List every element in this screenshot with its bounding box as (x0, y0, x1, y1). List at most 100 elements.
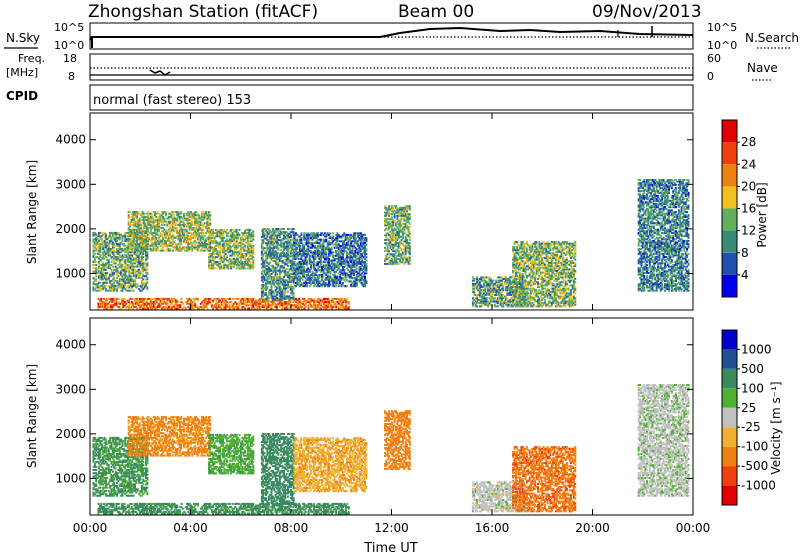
heatmap-cell (173, 214, 175, 216)
heatmap-cell (287, 291, 289, 293)
heatmap-cell (276, 273, 278, 275)
heatmap-cell (95, 278, 97, 280)
heatmap-cell (342, 282, 344, 284)
heatmap-cell (265, 292, 267, 294)
heatmap-cell (239, 308, 241, 310)
heatmap-cell (293, 231, 295, 233)
heatmap-cell (112, 266, 114, 268)
heatmap-cell (268, 297, 270, 299)
heatmap-cell (236, 229, 238, 231)
heatmap-cell (232, 298, 234, 300)
heatmap-cell (146, 287, 148, 289)
heatmap-cell (115, 285, 117, 287)
heatmap-cell (329, 232, 331, 234)
heatmap-cell (182, 303, 184, 305)
noise-sky-label: N.Sky (6, 31, 40, 45)
heatmap-cell (313, 298, 315, 300)
heatmap-cell (244, 267, 246, 269)
heatmap-cell (365, 253, 367, 255)
beam-label: Beam 00 (398, 2, 474, 22)
heatmap-cell (365, 260, 367, 262)
heatmap-cell (283, 228, 285, 230)
heatmap-cell (323, 276, 325, 278)
heatmap-cell (106, 272, 108, 274)
heatmap-cell (108, 259, 110, 261)
heatmap-cell (303, 266, 305, 268)
heatmap-cell (364, 234, 366, 236)
heatmap-cell (124, 298, 126, 300)
heatmap-cell (106, 282, 108, 284)
heatmap-cell (144, 222, 146, 224)
heatmap-cell (266, 286, 268, 288)
noise-right-tick-top: 10^5 (707, 21, 737, 34)
heatmap-cell (252, 256, 254, 258)
heatmap-cell (209, 214, 211, 216)
heatmap-cell (365, 280, 367, 282)
heatmap-cell (198, 214, 200, 216)
heatmap-cell (223, 237, 225, 239)
heatmap-cell (332, 232, 334, 234)
heatmap-cell (155, 237, 157, 239)
heatmap-cell (293, 287, 295, 289)
heatmap-cell (118, 298, 120, 300)
cpid-value: normal (fast stereo) 153 (93, 93, 251, 108)
heatmap-cell (131, 298, 133, 300)
heatmap-cell (179, 304, 181, 306)
heatmap-cell (252, 298, 254, 300)
heatmap-cell (277, 247, 279, 249)
heatmap-cell (143, 213, 145, 215)
station-title: Zhongshan Station (fitACF) (88, 2, 318, 22)
rti-figure: Zhongshan Station (fitACF) Beam 00 09/No… (0, 0, 800, 554)
heatmap-cell (325, 252, 327, 254)
heatmap-cell (113, 277, 115, 279)
cpid-panel: CPID normal (fast stereo) 153 (6, 85, 693, 110)
heatmap-cell (336, 276, 338, 278)
heatmap-cell (365, 256, 367, 258)
heatmap-cell (99, 282, 101, 284)
heatmap-cell (139, 218, 141, 220)
heatmap-cell (142, 256, 144, 258)
heatmap-cell (299, 300, 301, 302)
heatmap-cell (248, 308, 250, 310)
heatmap-cell (164, 218, 166, 220)
freq-left-tick-bottom: 8 (68, 70, 75, 83)
heatmap-cell (244, 308, 246, 310)
freq-label-line1: Freq. (18, 52, 45, 65)
heatmap-cell (146, 269, 148, 271)
heatmap-cell (95, 261, 97, 263)
heatmap-cell (286, 268, 288, 270)
heatmap-cell (226, 255, 228, 257)
heatmap-cell (204, 250, 206, 252)
heatmap-cell (137, 246, 139, 248)
heatmap-cell (164, 250, 166, 252)
heatmap-cell (209, 222, 211, 224)
heatmap-cell (148, 237, 150, 239)
heatmap-cell (356, 268, 358, 270)
heatmap-cell (215, 267, 217, 269)
freq-left-tick-top: 18 (63, 52, 77, 65)
heatmap-cell (157, 246, 159, 248)
heatmap-cell (202, 229, 204, 231)
noise-left-tick-bottom: 10^0 (54, 39, 84, 52)
heatmap-cell (225, 298, 227, 300)
heatmap-cell (136, 308, 138, 310)
heatmap-cell (309, 255, 311, 257)
heatmap-cell (180, 211, 182, 213)
noise-sky-trace (90, 28, 693, 40)
heatmap-cell (305, 306, 307, 308)
heatmap-cell (165, 211, 167, 213)
heatmap-cell (212, 229, 214, 231)
nave-dip (150, 70, 170, 75)
heatmap-cell (302, 279, 304, 281)
heatmap-cell (137, 283, 139, 285)
heatmap-cell (269, 262, 271, 264)
heatmap-cell (254, 308, 256, 310)
heatmap-cell (122, 264, 124, 266)
heatmap-cell (239, 234, 241, 236)
heatmap-cell (185, 308, 187, 310)
heatmap-cell (210, 298, 212, 300)
heatmap-cell (244, 245, 246, 247)
heatmap-cell (348, 301, 350, 303)
heatmap-cell (293, 228, 295, 230)
